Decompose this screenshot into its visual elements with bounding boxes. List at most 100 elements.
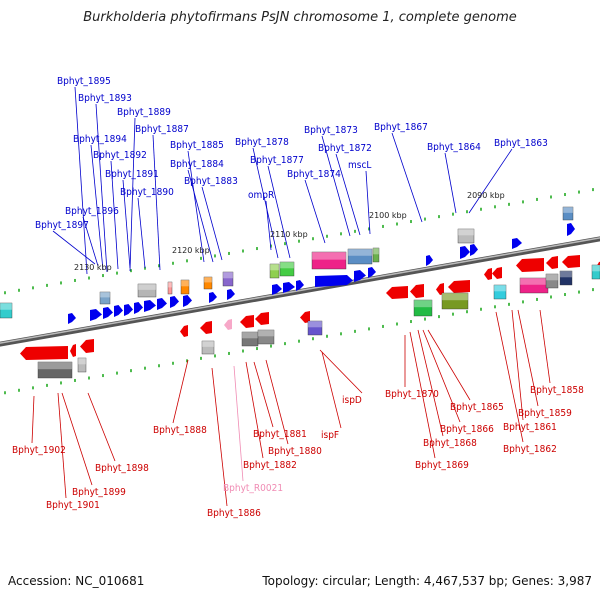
gene-label-forward: Bphyt_1878 [235, 137, 289, 148]
cog-feature-block-shine [202, 341, 214, 347]
leader-line [187, 150, 205, 263]
leader-line [511, 309, 524, 421]
reverse-gene-arrow [180, 325, 188, 337]
gene-label-forward: Bphyt_1887 [135, 124, 189, 135]
leader-line [90, 144, 104, 271]
gene-label-forward: mscL [348, 160, 371, 171]
rna-gene-arrow [224, 319, 232, 330]
cog-feature-block-shine [458, 229, 474, 236]
leader-line [365, 170, 371, 235]
gene-label-forward: Bphyt_1897 [35, 220, 89, 231]
leader-line [87, 392, 116, 462]
gene-label-forward: Bphyt_1863 [494, 138, 548, 149]
cog-feature-block [559, 270, 573, 286]
cog-feature-block [441, 292, 469, 310]
cog-feature-block-shine [204, 277, 212, 283]
gene-labels: Bphyt_1895 Bphyt_1893 Bphyt_1889 Bphyt_1887… [12, 76, 584, 519]
cog-feature-block [180, 279, 190, 295]
gene-label-forward: Bphyt_1864 [427, 142, 481, 153]
gene-label-forward: Bphyt_1874 [287, 169, 341, 180]
cog-feature-block [257, 329, 275, 345]
forward-gene-arrow [470, 244, 478, 256]
gene-label-reverse: Bphyt_1870 [385, 389, 439, 400]
reverse-gene-arrow [516, 258, 544, 272]
chromosome-backbone-highlight [0, 237, 600, 344]
chromosome-backbone [0, 236, 600, 347]
leader-line [267, 165, 291, 259]
leader-line [422, 329, 461, 423]
reverse-gene-arrow [20, 346, 68, 360]
forward-gene-arrow [315, 275, 353, 287]
forward-gene-arrow [354, 270, 366, 282]
leader-line [95, 103, 108, 273]
cog-feature-block [201, 340, 215, 355]
cog-feature-block [413, 299, 433, 317]
gene-label-reverse: Bphyt_1898 [95, 463, 149, 474]
gene-label-forward: Bphyt_1891 [105, 169, 159, 180]
scale-label: 2110 kbp [270, 230, 308, 239]
cog-feature-block-shine [223, 272, 233, 279]
reverse-gene-arrow [240, 315, 254, 328]
reverse-gene-arrow [386, 286, 408, 299]
forward-gene-arrow [460, 246, 470, 259]
forward-gene-arrow [157, 298, 167, 310]
scale-labels: 2130 kbp 2120 kbp 2110 kbp 2100 kbp 2090 kbp [74, 191, 505, 272]
leader-line [137, 197, 146, 269]
leader-line [245, 361, 264, 459]
gene-label-forward: Bphyt_1892 [93, 150, 147, 161]
leader-line [61, 392, 93, 486]
leader-line [187, 169, 214, 263]
cog-feature-block-shine [308, 321, 322, 328]
forward-gene-arrow [512, 238, 522, 249]
gene-label-reverse: Bphyt_1901 [46, 500, 100, 511]
cog-feature-block [203, 276, 213, 290]
leader-line [468, 148, 513, 214]
gene-label-reverse: Bphyt_1858 [530, 385, 584, 396]
cog-feature-block-shine [560, 271, 572, 278]
forward-gene-arrow [124, 304, 133, 316]
cog-feature-block-shine [242, 332, 258, 339]
cog-feature-block [279, 261, 295, 277]
gene-label-forward: Bphyt_1877 [250, 155, 304, 166]
forward-gene-arrow [227, 289, 235, 300]
cog-feature-block [347, 248, 373, 265]
cog-feature-block [307, 320, 323, 336]
reverse-gene-arrow [484, 268, 492, 280]
leader-line [211, 367, 228, 507]
scale-label: 2100 kbp [369, 211, 407, 220]
label-leader-lines [31, 86, 551, 507]
forward-gene-arrow [134, 302, 143, 314]
leader-line [427, 329, 471, 401]
cog-feature-block-shine [373, 248, 379, 255]
cog-feature-block [545, 273, 559, 289]
cog-feature-block [269, 263, 280, 279]
leader-line [252, 147, 279, 259]
reverse-gene-arrow [200, 321, 212, 334]
cog-feature-block-shine [442, 293, 468, 301]
cog-feature-block [493, 284, 507, 300]
reverse-gene-arrow [80, 339, 94, 353]
cog-feature-block [222, 271, 234, 287]
scale-label: 2120 kbp [172, 246, 210, 255]
leader-line [495, 311, 524, 443]
leader-line [110, 160, 119, 270]
leader-line [233, 365, 244, 482]
leader-line [391, 132, 423, 223]
cog-feature-block [457, 228, 475, 244]
leader-line [321, 351, 342, 429]
cog-feature-block [137, 283, 157, 298]
cog-feature-block [99, 291, 111, 305]
gene-label-forward: Bphyt_1894 [73, 134, 127, 145]
gene-label-reverse: Bphyt_1888 [153, 425, 207, 436]
cog-feature-block-shine [546, 274, 558, 281]
gene-label-forward: Bphyt_1890 [120, 187, 174, 198]
gene-label-reverse: Bphyt_1862 [503, 444, 557, 455]
cog-feature-block-shine [138, 284, 156, 290]
gene-label-forward: ompR [248, 190, 274, 201]
leader-line [409, 331, 436, 459]
forward-gene-arrow [567, 223, 575, 236]
gene-label-forward: Bphyt_1893 [78, 93, 132, 104]
cog-feature-block-shine [348, 249, 372, 256]
leader-line [539, 309, 551, 384]
map-title: Burkholderia phytofirmans PsJN chromosom… [83, 10, 517, 25]
